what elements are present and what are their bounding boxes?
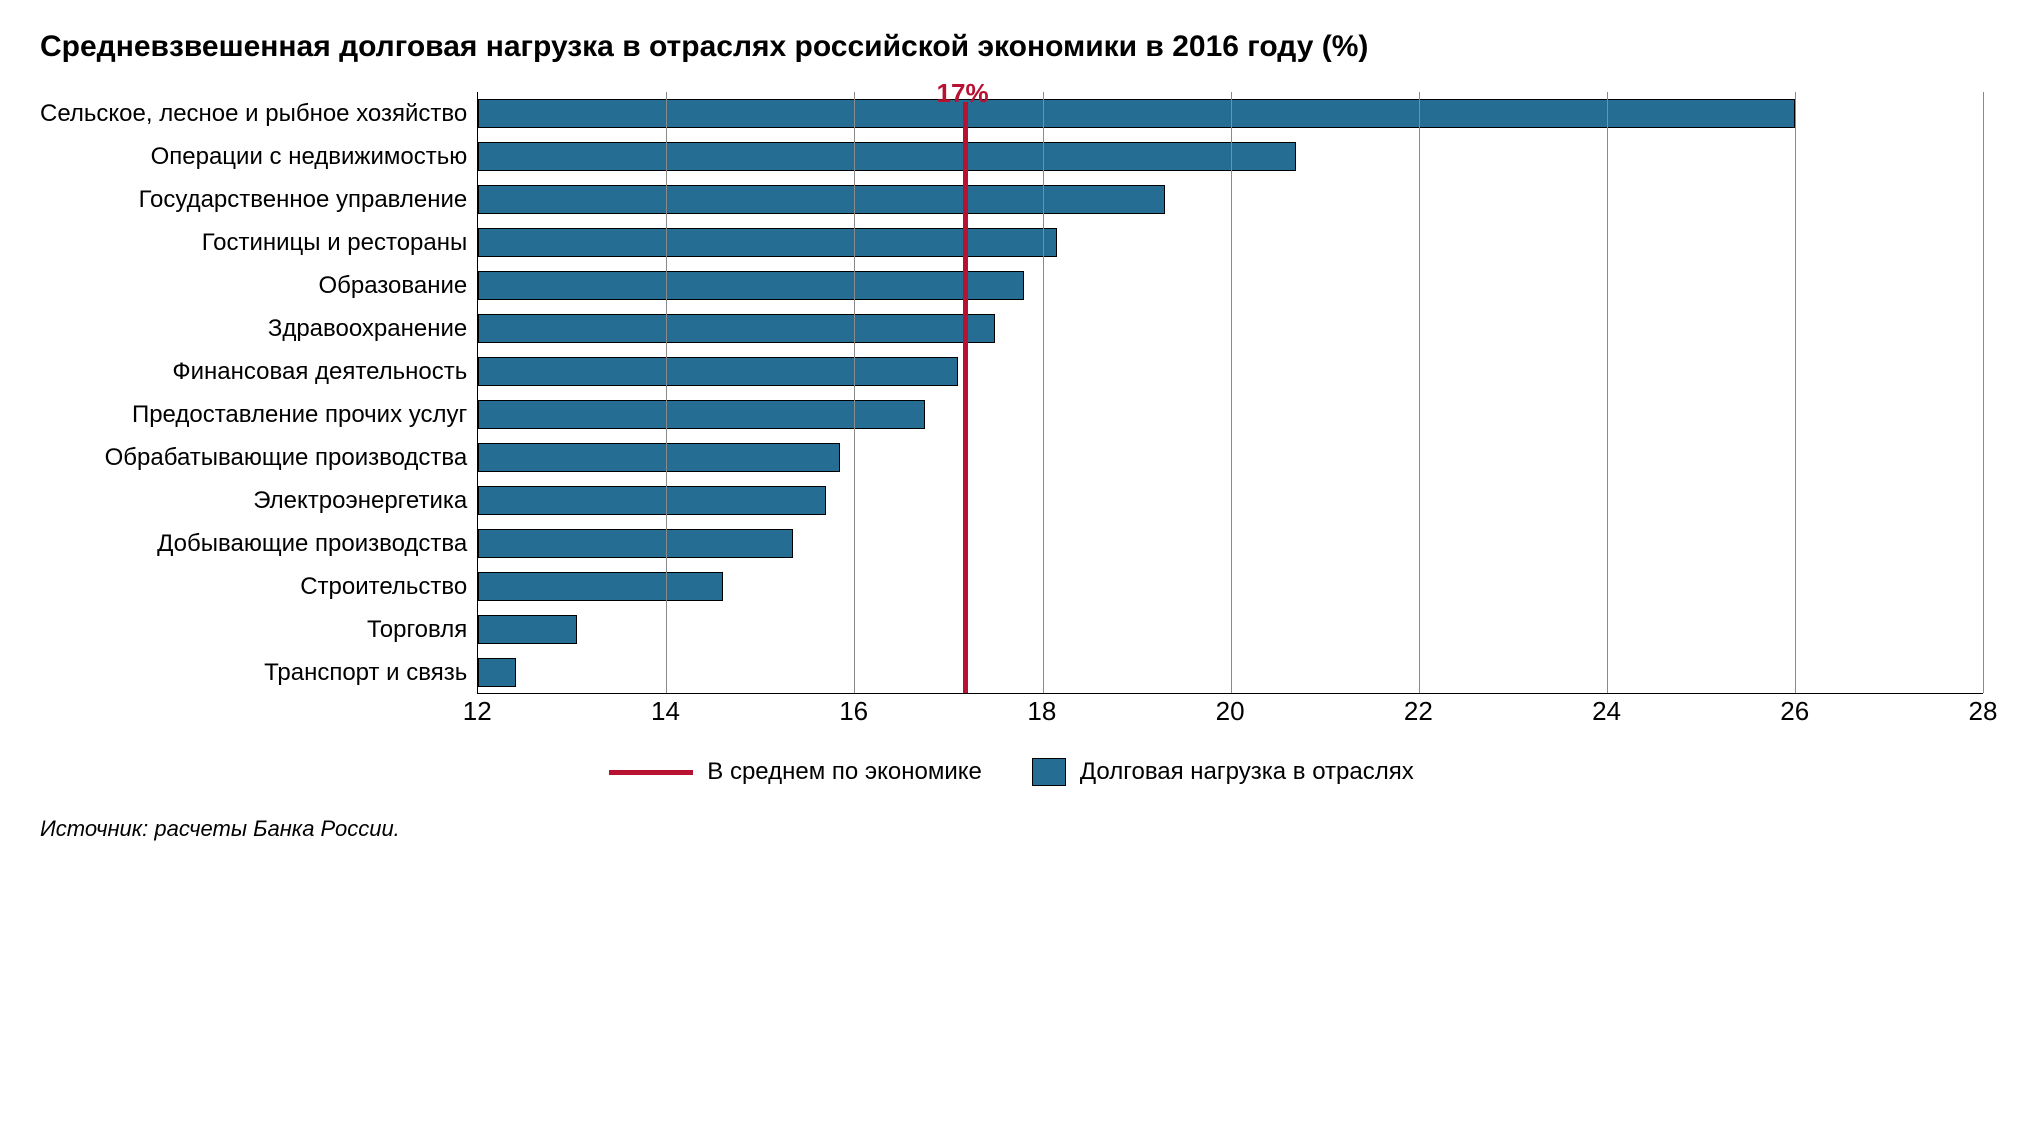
x-axis-tick-label: 14: [651, 696, 680, 727]
gridline-vertical: [1231, 92, 1232, 693]
gridline-vertical: [1983, 92, 1984, 693]
y-axis-label: Обрабатывающие производства: [40, 436, 467, 479]
y-axis-labels: Сельское, лесное и рыбное хозяйствоОпера…: [40, 92, 477, 694]
gridline-vertical: [1607, 92, 1608, 693]
legend-box-swatch: [1032, 758, 1066, 786]
x-axis-tick-label: 16: [839, 696, 868, 727]
y-axis-label: Образование: [40, 264, 467, 307]
y-axis-label: Транспорт и связь: [40, 651, 467, 694]
legend: В среднем по экономике Долговая нагрузка…: [40, 758, 1983, 786]
y-axis-label: Операции с недвижимостью: [40, 135, 467, 178]
reference-line-label: 17%: [937, 78, 989, 109]
bar: [478, 443, 840, 472]
x-axis-tick-label: 28: [1969, 696, 1998, 727]
bar: [478, 185, 1165, 214]
y-axis-label: Сельское, лесное и рыбное хозяйство: [40, 92, 467, 135]
legend-ref-label: В среднем по экономике: [707, 758, 982, 786]
bar: [478, 314, 995, 343]
legend-bar-label: Долговая нагрузка в отраслях: [1080, 758, 1414, 786]
bar: [478, 142, 1296, 171]
x-axis-tick-label: 26: [1780, 696, 1809, 727]
legend-item-ref-line: В среднем по экономике: [609, 758, 982, 786]
gridline-vertical: [1043, 92, 1044, 693]
bar: [478, 357, 958, 386]
bar: [478, 400, 925, 429]
bar: [478, 615, 577, 644]
legend-item-bar: Долговая нагрузка в отраслях: [1032, 758, 1414, 786]
bar: [478, 529, 793, 558]
bar: [478, 486, 826, 515]
legend-line-swatch: [609, 770, 693, 775]
y-axis-label: Гостиницы и рестораны: [40, 221, 467, 264]
gridline-vertical: [854, 92, 855, 693]
gridline-vertical: [1419, 92, 1420, 693]
x-axis-tick-label: 12: [463, 696, 492, 727]
reference-line: [963, 102, 968, 693]
source-text: Источник: расчеты Банка России.: [40, 816, 1983, 842]
bar: [478, 658, 516, 687]
y-axis-label: Добывающие производства: [40, 522, 467, 565]
plot-column: 17% 121416182022242628: [477, 92, 1983, 728]
gridline-vertical: [1795, 92, 1796, 693]
bar: [478, 228, 1056, 257]
bar: [478, 99, 1795, 128]
y-axis-label: Электроэнергетика: [40, 479, 467, 522]
x-axis-ticks: 121416182022242628: [477, 694, 1983, 728]
y-axis-label: Здравоохранение: [40, 307, 467, 350]
y-axis-label: Строительство: [40, 565, 467, 608]
y-axis-label: Предоставление прочих услуг: [40, 393, 467, 436]
plot-area: 17%: [477, 92, 1983, 694]
bar: [478, 572, 723, 601]
x-axis-tick-label: 20: [1216, 696, 1245, 727]
gridline-vertical: [666, 92, 667, 693]
y-axis-label: Торговля: [40, 608, 467, 651]
x-axis-tick-label: 18: [1027, 696, 1056, 727]
chart-title: Средневзвешенная долговая нагрузка в отр…: [40, 30, 1983, 64]
x-axis-tick-label: 24: [1592, 696, 1621, 727]
y-axis-label: Государственное управление: [40, 178, 467, 221]
bar: [478, 271, 1023, 300]
x-axis-tick-label: 22: [1404, 696, 1433, 727]
y-axis-label: Финансовая деятельность: [40, 350, 467, 393]
chart-container: Сельское, лесное и рыбное хозяйствоОпера…: [40, 92, 1983, 728]
